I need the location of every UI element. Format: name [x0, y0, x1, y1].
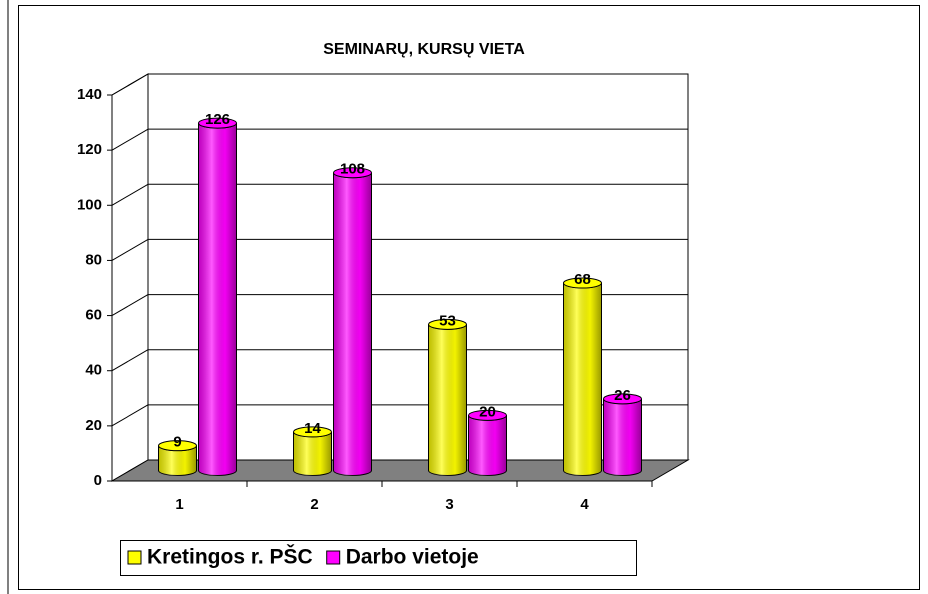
legend-label: Kretingos r. PŠC [147, 545, 313, 569]
bar-shade [293, 431, 332, 476]
y-tick-label: 0 [94, 472, 102, 489]
grid-line [111, 294, 149, 317]
y-tick-label: 140 [77, 86, 102, 103]
value-label: 9 [173, 434, 181, 451]
chart-title: SEMINARŲ, KURSŲ VIETA [323, 41, 525, 58]
legend-label: Darbo vietoje [346, 546, 479, 569]
x-tick-label: 2 [310, 496, 318, 513]
value-label: 68 [574, 271, 591, 288]
bar-top [198, 117, 237, 129]
y-tick-label: 120 [77, 141, 102, 158]
grid-line [111, 128, 149, 151]
bar-top [158, 440, 197, 452]
bar-shade [603, 398, 642, 476]
grid-line [111, 73, 149, 96]
bar-shade [333, 172, 372, 476]
bar-top [563, 277, 602, 289]
bar-top [333, 167, 372, 179]
grid-line [111, 349, 149, 372]
bar-shade [428, 324, 467, 476]
bar-top [468, 409, 507, 421]
grid-line [111, 183, 149, 206]
bar-top [603, 393, 642, 405]
bar-top [293, 426, 332, 438]
y-tick-label: 20 [85, 417, 102, 434]
x-tick-label: 1 [175, 496, 183, 513]
side-wall [111, 73, 149, 482]
bar-shade [198, 123, 237, 476]
y-tick-label: 40 [85, 362, 102, 379]
grid-line [111, 404, 149, 427]
y-tick-label: 60 [85, 307, 102, 324]
bar-shade [563, 283, 602, 476]
y-tick-label: 80 [85, 251, 102, 268]
value-label: 53 [439, 312, 456, 329]
x-tick-label: 4 [580, 496, 589, 513]
value-label: 26 [614, 387, 631, 404]
value-label: 14 [304, 420, 321, 437]
value-label: 108 [340, 161, 365, 178]
value-label: 20 [479, 403, 496, 420]
x-tick-label: 3 [445, 496, 453, 513]
bar-shade [468, 415, 507, 476]
legend-swatch [326, 550, 341, 565]
legend [120, 540, 637, 576]
bar-shade [158, 445, 197, 476]
value-label: 126 [205, 111, 230, 128]
y-tick-label: 100 [77, 196, 102, 213]
grid-line [111, 238, 149, 261]
bar-top [428, 318, 467, 330]
legend-swatch [127, 550, 142, 565]
